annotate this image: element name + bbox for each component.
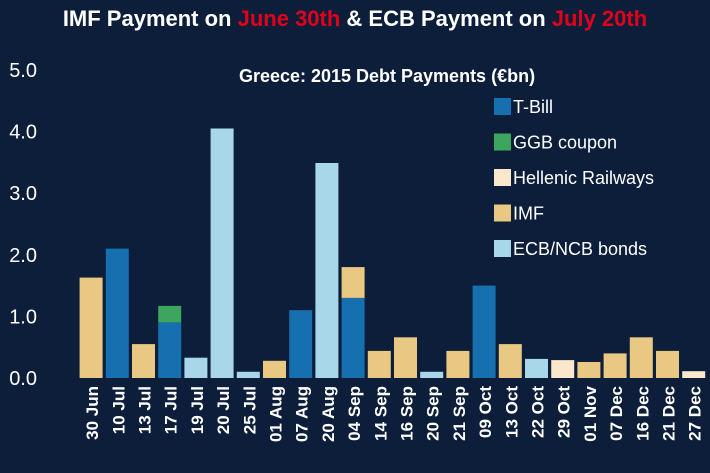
x-tick-label: 25 Jul	[240, 386, 259, 434]
bars	[79, 128, 706, 378]
x-tick-label: 07 Aug	[293, 386, 312, 442]
x-tick-label: 14 Sep	[371, 386, 390, 441]
bar-segment	[184, 357, 208, 378]
legend-swatch	[494, 133, 511, 151]
x-tick-label: 29 Oct	[555, 386, 574, 438]
y-axis: 0.0 1.0 2.0 3.0 4.0 5.0	[9, 60, 37, 390]
bar-segment	[341, 267, 365, 298]
bar-segment	[105, 248, 129, 378]
legend-swatch	[494, 204, 511, 222]
legend: T-Bill GGB coupon Hellenic Railways IMF ECB/…	[494, 97, 654, 259]
x-tick-label: 16 Dec	[633, 386, 652, 441]
y-tick-label: 1.0	[9, 306, 37, 328]
bar-segment	[472, 285, 496, 378]
bar-segment	[132, 344, 155, 378]
x-tick-label: 17 Jul	[162, 386, 181, 434]
headline-text-1: IMF Payment on	[62, 6, 238, 31]
x-tick-label: 01 Nov	[581, 385, 600, 441]
legend-label: IMF	[513, 204, 544, 224]
headline-text-2: & ECB Payment on	[340, 6, 552, 31]
x-tick-label: 30 Jun	[83, 386, 102, 440]
y-tick-label: 2.0	[9, 245, 37, 267]
legend-swatch	[494, 240, 511, 257]
bar-segment	[158, 305, 182, 323]
y-tick-label: 5.0	[9, 60, 37, 82]
x-tick-label: 13 Oct	[502, 386, 521, 438]
headline-date-1: June 30th	[237, 6, 341, 31]
legend-label: Hellenic Railways	[513, 168, 654, 188]
bar-segment	[420, 371, 444, 378]
x-tick-label: 27 Dec	[686, 386, 705, 441]
headline-date-2: July 20th	[551, 6, 648, 31]
bar-segment	[498, 344, 522, 378]
x-tick-label: 21 Dec	[660, 386, 679, 441]
bar-segment	[525, 358, 548, 378]
x-tick-label: 22 Oct	[529, 386, 548, 438]
bar-segment	[289, 310, 313, 378]
x-tick-label: 07 Dec	[607, 386, 626, 441]
bar-segment	[551, 360, 575, 378]
x-tick-label: 04 Sep	[345, 386, 364, 441]
legend-label: GGB coupon	[513, 133, 617, 153]
y-tick-label: 4.0	[9, 122, 37, 144]
y-tick-label: 0.0	[9, 368, 37, 390]
bar-segment	[315, 163, 339, 378]
legend-swatch	[494, 169, 511, 186]
x-tick-label: 09 Oct	[476, 386, 495, 438]
bar-segment	[236, 371, 260, 378]
legend-label: T-Bill	[513, 97, 553, 117]
x-tick-label: 21 Sep	[450, 386, 469, 441]
bar-segment	[79, 277, 103, 378]
bar-segment	[210, 128, 234, 378]
x-tick-label: 16 Sep	[398, 386, 417, 441]
bar-segment	[603, 353, 627, 378]
x-tick-label: 19 Jul	[188, 386, 207, 434]
headline: IMF Payment on June 30th & ECB Payment o…	[0, 6, 710, 32]
legend-label: ECB/NCB bonds	[513, 239, 647, 259]
x-tick-label: 20 Aug	[319, 386, 338, 442]
legend-swatch	[494, 98, 511, 115]
chart-title: Greece: 2015 Debt Payments (€bn)	[239, 66, 535, 86]
x-tick-label: 01 Aug	[267, 386, 286, 442]
y-tick-label: 3.0	[9, 183, 37, 205]
x-tick-label: 20 Jul	[214, 386, 233, 434]
x-tick-label: 20 Sep	[424, 386, 443, 441]
x-tick-label: 13 Jul	[136, 386, 155, 434]
bar-segment	[682, 371, 706, 378]
bar-segment	[629, 337, 653, 378]
bar-segment	[341, 297, 365, 378]
bar-segment	[158, 322, 182, 378]
bar-segment	[577, 362, 601, 378]
bar-segment	[394, 337, 417, 378]
x-axis: 30 Jun 10 Jul 13 Jul 17 Jul 19 Jul 20 Jul 25 J…	[83, 385, 705, 442]
bar-segment	[367, 350, 391, 378]
bar-segment	[656, 350, 679, 378]
x-tick-label: 10 Jul	[109, 386, 128, 434]
bar-segment	[263, 360, 286, 378]
bar-segment	[446, 350, 470, 378]
